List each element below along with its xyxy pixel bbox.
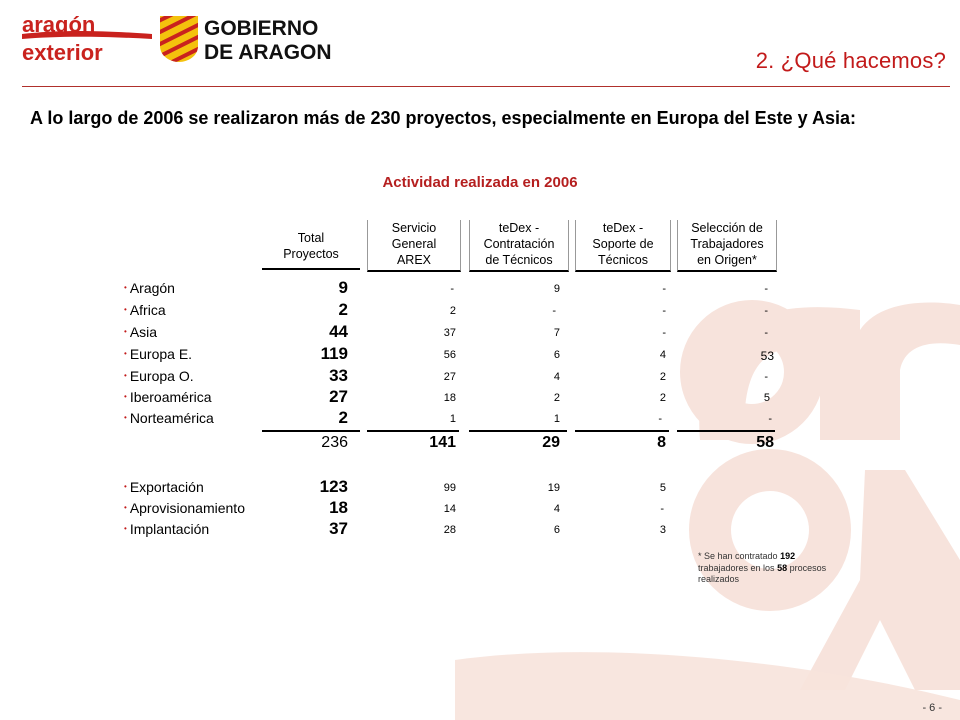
row-label: Norteamérica — [129, 410, 214, 426]
row-label: Europa O. — [129, 368, 194, 384]
cell-total: 33 — [329, 366, 348, 385]
cell-contratacion: 1 — [553, 413, 560, 425]
row-label: Exportación — [129, 479, 204, 495]
cell-contratacion: 6 — [553, 349, 560, 361]
col-header-soporte-tecnicos: teDex - Soporte de Técnicos — [575, 220, 671, 272]
table-row: • Exportación 123 99 19 5 — [124, 477, 666, 496]
cell-servicio: 18 — [443, 392, 456, 404]
total-contratacion: 29 — [542, 434, 560, 451]
table-row: • Europa E. 119 56 6 4 53 — [124, 344, 774, 363]
footnote: * Se han contratado 192 trabajadores en … — [698, 551, 827, 584]
cell-contratacion: 7 — [553, 327, 560, 339]
cell-seleccion: - — [764, 371, 768, 383]
cell-servicio: 14 — [443, 503, 456, 515]
row-label: Africa — [129, 302, 166, 318]
total-divider — [367, 430, 459, 432]
cell-soporte: - — [662, 305, 666, 317]
total-soporte: 8 — [657, 434, 666, 451]
total-divider — [262, 430, 360, 432]
cell-seleccion: - — [764, 283, 768, 295]
cell-total: 44 — [329, 322, 348, 341]
cell-soporte: 4 — [659, 349, 666, 361]
table-row: • Iberoamérica 27 18 2 2 5 — [124, 387, 770, 406]
header-divider — [22, 86, 950, 87]
table-row: • Aragón 9 - 9 - - — [124, 278, 768, 297]
cell-soporte: - — [660, 503, 664, 515]
cell-total: 18 — [329, 498, 348, 517]
svg-text:exterior: exterior — [22, 40, 103, 64]
cell-soporte: 2 — [659, 392, 666, 404]
cell-contratacion: 6 — [553, 524, 560, 536]
svg-text:DE ARAGON: DE ARAGON — [204, 41, 332, 64]
table-row: • Aprovisionamiento 18 14 4 - — [124, 498, 664, 517]
total-all: 236 — [321, 434, 348, 451]
cell-servicio: 99 — [443, 482, 456, 494]
intro-text: A lo largo de 2006 se realizaron más de … — [30, 108, 857, 128]
row-label: Implantación — [129, 521, 210, 537]
cell-servicio: 56 — [443, 349, 456, 361]
total-seleccion: 58 — [756, 434, 774, 451]
section-title: 2. ¿Qué hacemos? — [755, 48, 946, 73]
cell-total: 2 — [338, 408, 348, 427]
cell-soporte: 3 — [659, 524, 666, 536]
cell-contratacion: 4 — [553, 371, 560, 383]
col-header-servicio-general: Servicio General AREX — [367, 220, 461, 272]
cell-contratacion: 2 — [553, 392, 560, 404]
cell-seleccion: - — [764, 327, 768, 339]
cell-total: 119 — [320, 344, 348, 363]
cell-soporte: - — [662, 327, 666, 339]
cell-seleccion: 53 — [760, 349, 774, 363]
cell-soporte: - — [658, 413, 662, 425]
cell-total: 37 — [329, 519, 348, 538]
row-label: Aprovisionamiento — [129, 500, 245, 516]
cell-servicio: - — [450, 283, 454, 295]
total-divider — [469, 430, 567, 432]
col-header-total: Total Proyectos — [262, 230, 360, 270]
cell-contratacion: 9 — [553, 283, 560, 295]
svg-text:aragón: aragón — [22, 12, 95, 37]
cell-total: 27 — [329, 387, 348, 406]
cell-servicio: 28 — [443, 524, 456, 536]
cell-soporte: 5 — [659, 482, 666, 494]
row-label: Asia — [129, 324, 158, 340]
table-title: Actividad realizada en 2006 — [382, 174, 578, 191]
cell-contratacion: 19 — [547, 482, 560, 494]
cell-seleccion: 5 — [763, 392, 770, 404]
aragon-exterior-logo: aragón exterior — [22, 12, 152, 64]
cell-seleccion: - — [768, 413, 772, 425]
row-label: Europa E. — [129, 346, 193, 362]
row-label: Aragón — [129, 280, 175, 296]
total-servicio: 141 — [429, 434, 456, 451]
cell-total: 9 — [338, 278, 348, 297]
row-label: Iberoamérica — [129, 389, 212, 405]
cell-seleccion: - — [764, 305, 768, 317]
table-row: • Implantación 37 28 6 3 — [124, 519, 666, 538]
cell-soporte: 2 — [659, 371, 666, 383]
table-row: • Africa 2 2 - - - — [124, 300, 768, 319]
table-row: • Asia 44 37 7 - - — [124, 322, 768, 341]
cell-servicio: 37 — [443, 327, 456, 339]
svg-text:GOBIERNO: GOBIERNO — [204, 17, 318, 40]
col-header-contratacion-tecnicos: teDex - Contratación de Técnicos — [469, 220, 569, 272]
table-row: • Europa O. 33 27 4 2 - — [124, 366, 768, 385]
cell-contratacion: - — [552, 305, 556, 317]
gobierno-aragon-logo: GOBIERNO DE ARAGON — [158, 12, 348, 64]
total-divider — [575, 430, 669, 432]
cell-servicio: 2 — [449, 305, 456, 317]
table-row: • Norteamérica 2 1 1 - - — [124, 408, 772, 427]
cell-contratacion: 4 — [553, 503, 560, 515]
col-header-seleccion-trabajadores: Selección de Trabajadores en Origen* — [677, 220, 777, 272]
cell-total: 123 — [319, 477, 348, 496]
cell-servicio: 1 — [449, 413, 456, 425]
page-number: - 6 - — [922, 702, 942, 714]
cell-servicio: 27 — [443, 371, 456, 383]
cell-soporte: - — [662, 283, 666, 295]
cell-total: 2 — [338, 300, 348, 319]
total-divider — [677, 430, 775, 432]
